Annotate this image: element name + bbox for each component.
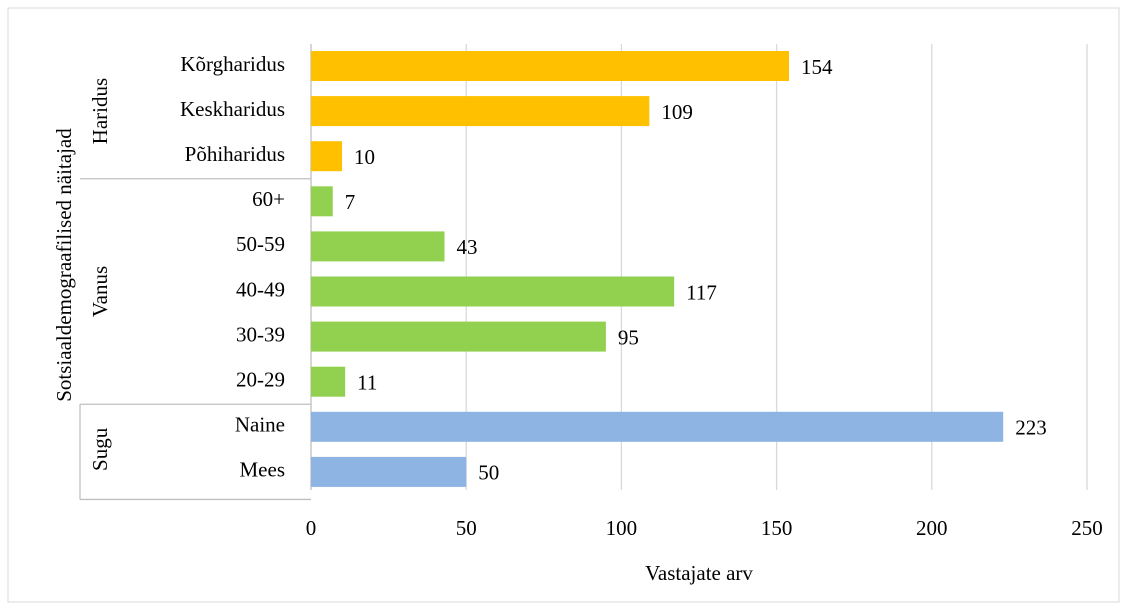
bar: [311, 366, 346, 397]
category-label: 20-29: [236, 368, 285, 392]
category-label: 30-39: [236, 322, 285, 346]
value-label: 109: [661, 100, 693, 124]
value-label: 223: [1015, 416, 1047, 440]
x-tick-label: 0: [306, 516, 317, 540]
value-label: 10: [354, 145, 375, 169]
category-label: 40-49: [236, 277, 285, 301]
value-label: 7: [345, 190, 356, 214]
value-label: 50: [478, 461, 499, 485]
bar: [311, 51, 790, 81]
x-tick-label: 50: [456, 516, 477, 540]
value-label: 95: [618, 325, 639, 349]
bar: [311, 141, 343, 172]
value-label: 11: [357, 371, 377, 395]
y-axis-title: Sotsiaaldemograafilised näitajad: [52, 128, 76, 402]
bar: [311, 411, 1004, 442]
value-label: 43: [456, 235, 477, 259]
value-label: 154: [801, 55, 833, 79]
category-label: Mees: [240, 458, 286, 482]
category-label: Põhiharidus: [185, 142, 285, 166]
group-label: Haridus: [88, 78, 112, 145]
category-label: 60+: [252, 187, 285, 211]
bar: [311, 186, 333, 217]
group-label: Vanus: [88, 266, 112, 317]
category-label: Kõrgharidus: [180, 52, 285, 76]
bar: [311, 321, 606, 352]
x-tick-label: 100: [606, 516, 638, 540]
x-tick-label: 150: [761, 516, 793, 540]
x-tick-label: 250: [1071, 516, 1103, 540]
group-label: Sugu: [88, 427, 112, 471]
bar: [311, 96, 650, 127]
bar: [311, 456, 467, 487]
x-axis-title: Vastajate arv: [645, 561, 753, 585]
category-label: Keskharidus: [180, 97, 285, 121]
value-label: 117: [686, 280, 717, 304]
category-label: Naine: [235, 413, 285, 437]
bar: [311, 276, 675, 307]
x-tick-label: 200: [916, 516, 948, 540]
category-label: 50-59: [236, 232, 285, 256]
bar: [311, 231, 445, 262]
